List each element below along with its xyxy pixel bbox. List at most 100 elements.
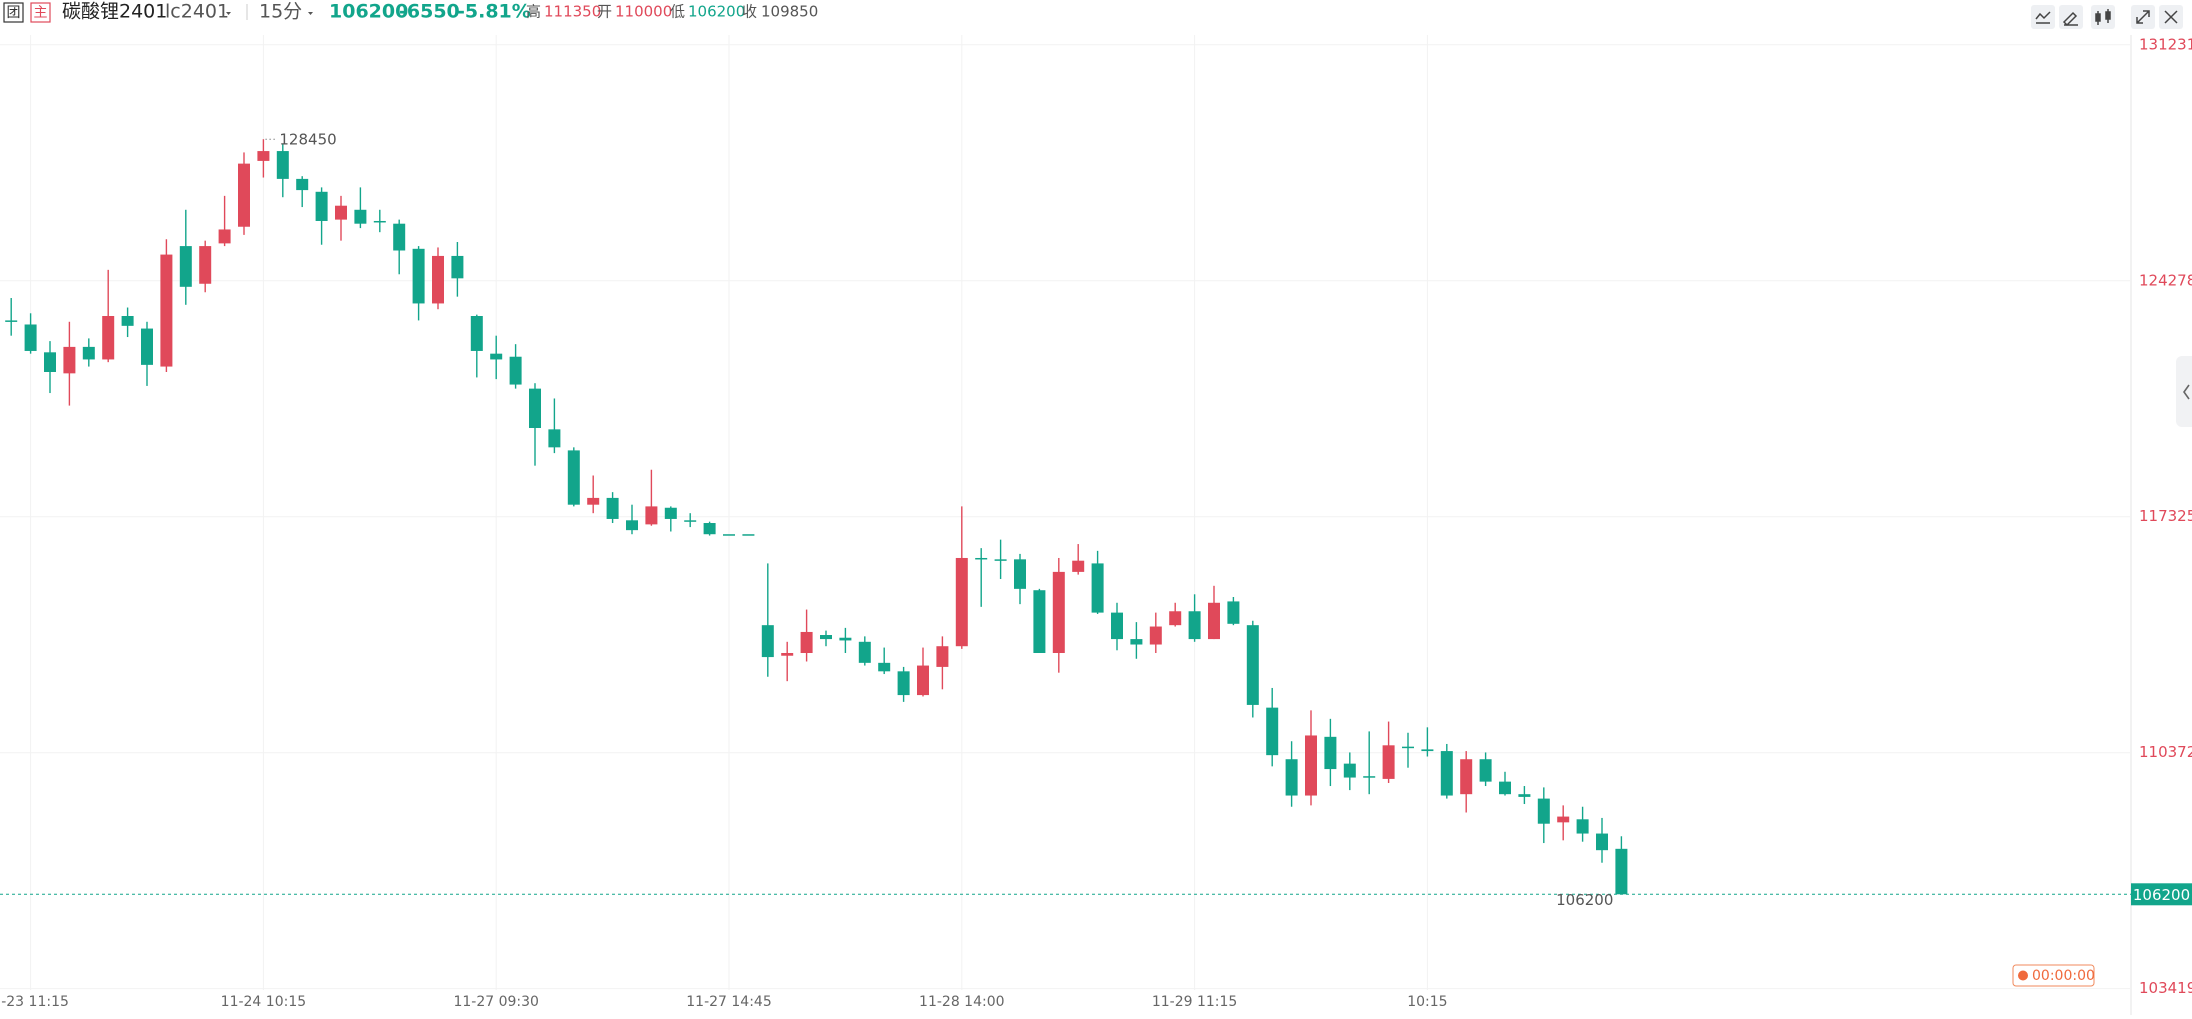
candle-body: [1033, 590, 1046, 654]
candle-body: [276, 151, 289, 179]
x-tick-label: 11-29 11:15: [1152, 994, 1237, 1010]
candle-body: [1130, 639, 1143, 645]
candle-body: [839, 637, 852, 641]
candle-body: [781, 653, 794, 656]
timer-box: [2012, 964, 2095, 987]
candle-body: [1014, 559, 1026, 589]
candle-body: [703, 523, 716, 535]
candle-body: [626, 520, 638, 531]
y-tick-label: 117325: [2139, 507, 2192, 525]
instrument-code[interactable]: lc2401: [165, 1, 229, 23]
candle-body: [160, 254, 173, 367]
candle-body: [936, 646, 949, 667]
badge-main[interactable]: 主: [34, 5, 48, 21]
low-label: 低: [670, 3, 685, 21]
candle-body: [296, 178, 309, 191]
candle-body: [451, 255, 464, 279]
x-tick-label: 11-27 14:45: [686, 994, 771, 1010]
candle-body: [917, 665, 929, 696]
timer-icon: [2018, 970, 2028, 981]
candle-body: [742, 534, 755, 536]
candle-body: [994, 559, 1007, 561]
candle-body: [354, 209, 367, 224]
candle-body: [1460, 759, 1473, 795]
candle-body: [470, 316, 483, 351]
candle-body: [393, 223, 406, 251]
dropdown-arrow[interactable]: [308, 12, 313, 15]
candle-body: [723, 534, 735, 536]
period[interactable]: 15分: [259, 1, 302, 23]
candle-body: [800, 631, 813, 654]
change-pct: -5.81%: [457, 1, 531, 23]
close-label: 收: [742, 3, 757, 21]
high-annotation: 128450: [279, 131, 336, 149]
y-tick-label: 131231: [2139, 35, 2192, 53]
candle-body: [1499, 781, 1511, 795]
candle-body: [373, 220, 386, 223]
dropdown-arrow[interactable]: [226, 12, 231, 15]
candle-body: [1440, 751, 1453, 796]
open-label: 开: [597, 3, 612, 21]
candle-body: [257, 151, 270, 161]
low-value: 106200: [688, 3, 745, 21]
plot: 103419 110372 117325 124278 131231 1-23 11:15…: [0, 35, 2192, 1010]
candle-body: [567, 450, 580, 505]
candle-body: [335, 205, 347, 220]
candle-body: [1246, 625, 1259, 705]
y-tick-label: 110372: [2139, 743, 2192, 761]
candle-body: [1052, 571, 1065, 654]
x-tick-label: 11-24 10:15: [221, 994, 306, 1010]
candle-body: [1208, 602, 1220, 640]
candle-body: [1518, 794, 1531, 797]
instrument-name[interactable]: 碳酸锂2401: [62, 1, 167, 23]
candle-body: [1285, 759, 1298, 796]
candle-body: [645, 506, 658, 525]
candle-body: [1596, 833, 1608, 851]
candle-body: [63, 346, 76, 374]
badge-box[interactable]: [30, 2, 51, 23]
candle-body: [121, 316, 134, 326]
last-price-box: [2131, 883, 2192, 906]
candle-body: [820, 635, 832, 640]
x-tick-label: 11-28 14:00: [919, 994, 1004, 1010]
x-tick-label: 10:15: [1407, 994, 1447, 1010]
y-tick-label: 103419: [2139, 979, 2192, 997]
high-label: 高: [526, 3, 541, 21]
candle-body: [315, 191, 328, 221]
candle-body: [1343, 763, 1356, 778]
candle-body: [1305, 735, 1317, 796]
candle-body: [529, 388, 541, 428]
y-tick-label: 124278: [2139, 271, 2192, 289]
change: -6550: [399, 1, 460, 23]
x-tick-label: 11-27 09:30: [453, 994, 538, 1010]
candle-body: [141, 328, 153, 365]
candle-body: [1188, 611, 1201, 640]
candle-body: [1324, 736, 1337, 770]
candle-body: [1557, 816, 1570, 823]
candle-body: [432, 255, 444, 304]
chart-type-button[interactable]: [2091, 5, 2115, 29]
candle-body: [199, 246, 212, 284]
candle-body: [1615, 848, 1628, 895]
last-price: 106200: [329, 1, 408, 23]
candle-body: [1091, 563, 1104, 613]
candle-body: [44, 352, 56, 372]
candle-body: [1149, 626, 1162, 645]
candle-body: [82, 346, 95, 360]
candle-body: [761, 625, 774, 658]
close-value: 109850: [761, 3, 818, 21]
open-value: 110000: [615, 3, 672, 21]
candle-body: [548, 429, 561, 448]
candle-body: [975, 557, 988, 560]
candle-body: [1382, 745, 1395, 779]
candle-body: [412, 248, 425, 304]
candle-body: [1072, 560, 1085, 572]
badge-group[interactable]: 团: [7, 5, 21, 21]
badge-box[interactable]: [3, 2, 24, 23]
last-price-label: 106200: [2133, 886, 2190, 904]
candle-body: [878, 662, 891, 672]
candle-body: [858, 641, 871, 663]
side-tab-arrow: [2183, 384, 2190, 400]
